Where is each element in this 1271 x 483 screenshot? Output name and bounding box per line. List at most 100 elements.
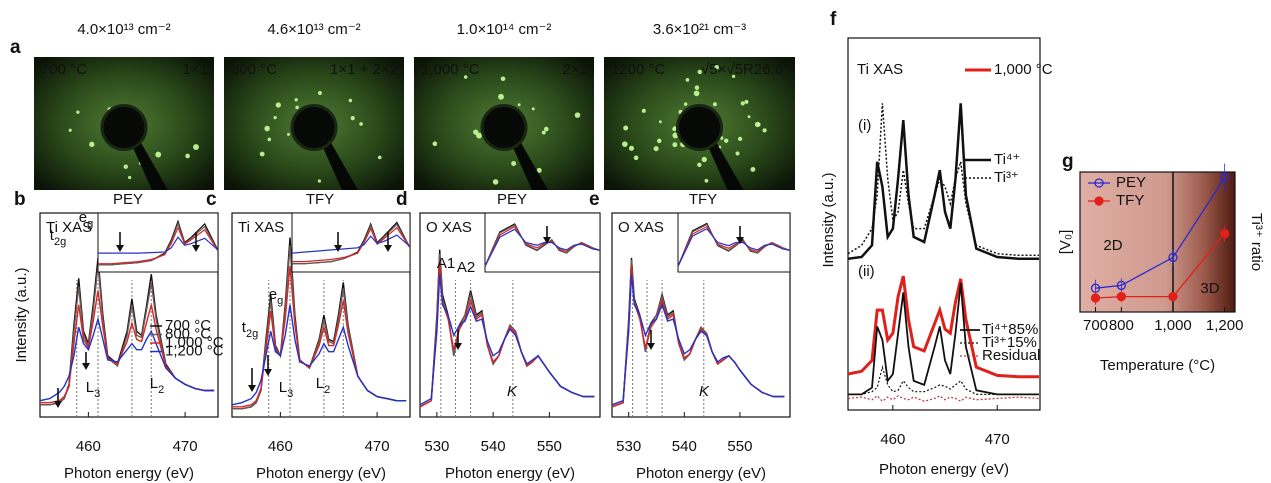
annotation: eg: [269, 286, 283, 307]
x-tick-label: 540: [672, 438, 697, 455]
inset-frame: [291, 212, 411, 273]
data-point: [1168, 291, 1178, 302]
inner-title: Ti XAS: [857, 61, 903, 78]
temperature-label: 1200 °C: [611, 61, 666, 78]
leed-spot: [737, 136, 743, 142]
leed-spot: [641, 108, 646, 113]
leed-spot: [68, 128, 72, 132]
pattern-label: √5×√5R26.6°: [701, 61, 789, 78]
x-axis-label: Temperature (°C): [1100, 357, 1215, 374]
annotation-text: t: [50, 227, 55, 244]
leed-gun-head: [100, 104, 148, 151]
x-tick-label: 1,200: [1206, 317, 1244, 334]
temperature-label: 1,000 °C: [421, 61, 480, 78]
leed-spot: [633, 155, 639, 161]
plot-frame: [847, 37, 1041, 411]
spectrum-line: [419, 274, 595, 406]
data-point: [1090, 293, 1101, 303]
leed-spot: [287, 132, 290, 136]
leed-spot: [697, 162, 702, 168]
annotation: A1: [437, 255, 455, 272]
x-tick-label: 470: [365, 438, 390, 455]
data-point: [1116, 280, 1126, 291]
annotation-text: L: [316, 375, 324, 392]
annotation: t2g: [242, 319, 258, 340]
inset-line: [98, 236, 219, 254]
x-tick-label: 530: [424, 438, 449, 455]
x-axis-label: Photon energy (eV): [64, 465, 194, 482]
x-tick-label: 460: [76, 438, 101, 455]
leed-spot: [672, 127, 677, 132]
x-tick-label: 530: [616, 438, 641, 455]
arrow-head: [192, 245, 200, 252]
leed-spot: [693, 90, 700, 97]
inset-line: [677, 227, 791, 267]
leed-spot: [359, 122, 363, 126]
leed-spot: [295, 105, 299, 110]
x-tick-label: 460: [268, 438, 293, 455]
y-axis-label: [V₀]: [1057, 230, 1074, 255]
leed-spot: [731, 74, 736, 79]
annotation: t2g: [50, 227, 66, 248]
annotation-text: K: [699, 383, 710, 400]
spectrum-line: [847, 103, 1039, 257]
inset-frame: [97, 212, 219, 273]
annotation: L3: [86, 379, 100, 400]
leed-spot: [747, 115, 751, 119]
leed-spot: [511, 161, 517, 167]
leed-gun-head: [480, 104, 528, 151]
leed-spot: [714, 65, 720, 70]
leed-spot: [623, 125, 629, 131]
data-point: [1116, 291, 1126, 302]
leed-spot: [701, 156, 707, 163]
x-axis-label: Photon energy (eV): [445, 465, 575, 482]
arrow-head: [264, 369, 272, 376]
panel-letter: a: [10, 37, 21, 58]
pattern-label: 1×1: [183, 61, 208, 78]
legend-label: TFY: [1116, 192, 1144, 209]
annotation-text: L: [150, 375, 158, 392]
arrow-head: [736, 237, 744, 244]
y-axis-label: Intensity (a.u.): [820, 172, 837, 267]
pattern-label: 1×1 + 2×2: [330, 61, 398, 78]
inner-title: Ti XAS: [46, 219, 92, 236]
leed-spot: [348, 98, 353, 103]
panel-title: TFY: [689, 191, 717, 208]
annotation-text: t: [242, 319, 247, 336]
annotation-text: e: [79, 209, 87, 226]
annotation-sub: 2: [324, 384, 330, 396]
leed-spot: [762, 128, 767, 133]
region-label-text: 2D: [1103, 237, 1122, 254]
region-label: 2D: [1103, 237, 1122, 254]
annotation-sub: g: [87, 218, 93, 230]
leed-spot: [350, 116, 355, 121]
inner-title: O XAS: [426, 219, 472, 236]
panel-title: PEY: [113, 191, 143, 208]
panel-letter: d: [396, 189, 408, 210]
leed-spot: [273, 115, 277, 120]
panel-title: TFY: [306, 191, 334, 208]
inset-line: [291, 234, 411, 254]
leed-spot: [517, 103, 521, 107]
annotation-sub: 3: [287, 388, 293, 400]
panel-letter: f: [830, 9, 837, 30]
spectrum-line: [847, 394, 1040, 403]
leed-spot: [724, 138, 729, 143]
annotation: K: [507, 383, 518, 400]
spectrum-line: [847, 275, 1039, 379]
annotation-sub: 3: [94, 388, 100, 400]
image-caption: 4.6×10¹³ cm⁻²: [267, 21, 360, 38]
x-tick-label: 470: [173, 438, 198, 455]
annotation: L2: [316, 375, 330, 396]
leed-spot: [757, 122, 761, 127]
leed-spot: [155, 151, 162, 158]
plot-background: [1079, 171, 1236, 313]
inner-title: Ti XAS: [238, 219, 284, 236]
leed-spot: [628, 145, 635, 151]
x-axis-label: Photon energy (eV): [256, 465, 386, 482]
x-tick-label: 540: [481, 438, 506, 455]
leed-spot: [683, 102, 688, 106]
annotation: A2: [457, 259, 475, 276]
leed-spot: [123, 164, 128, 169]
